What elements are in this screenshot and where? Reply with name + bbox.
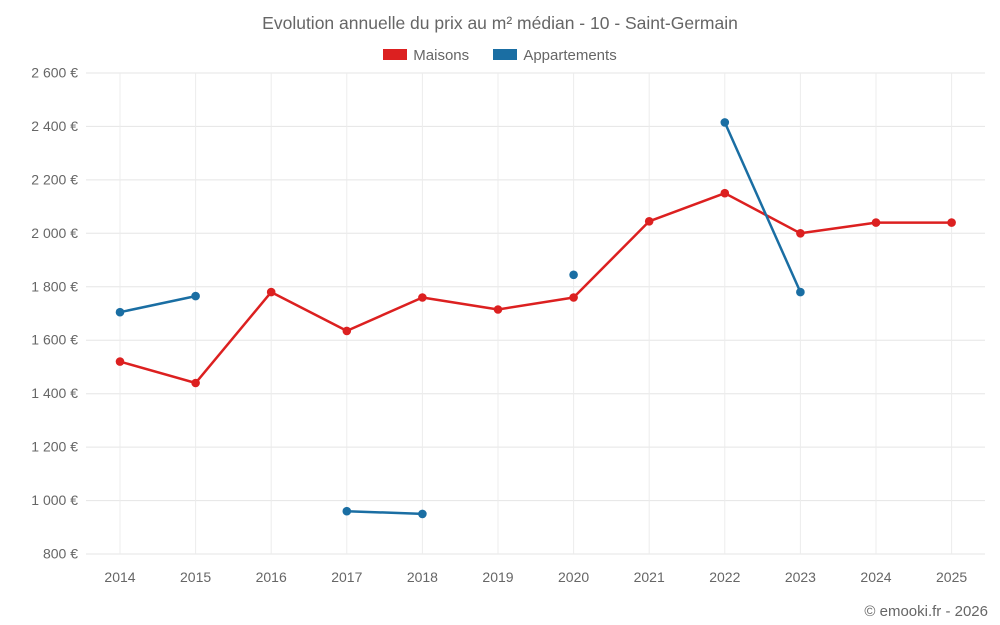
svg-text:2017: 2017: [331, 569, 362, 585]
svg-text:2018: 2018: [407, 569, 438, 585]
svg-text:2 000 €: 2 000 €: [31, 225, 78, 241]
svg-text:800 €: 800 €: [43, 546, 78, 562]
svg-text:2 200 €: 2 200 €: [31, 171, 78, 187]
svg-text:1 000 €: 1 000 €: [31, 492, 78, 508]
svg-text:2023: 2023: [785, 569, 816, 585]
svg-text:2015: 2015: [180, 569, 211, 585]
svg-text:2022: 2022: [709, 569, 740, 585]
svg-text:2025: 2025: [936, 569, 967, 585]
svg-text:2019: 2019: [482, 569, 513, 585]
svg-text:1 400 €: 1 400 €: [31, 385, 78, 401]
svg-text:2021: 2021: [634, 569, 665, 585]
svg-text:2020: 2020: [558, 569, 589, 585]
svg-text:2016: 2016: [256, 569, 287, 585]
svg-text:1 200 €: 1 200 €: [31, 439, 78, 455]
svg-text:1 600 €: 1 600 €: [31, 332, 78, 348]
svg-text:2014: 2014: [104, 569, 135, 585]
svg-text:2 600 €: 2 600 €: [31, 65, 78, 81]
svg-text:2 400 €: 2 400 €: [31, 118, 78, 134]
svg-text:2024: 2024: [860, 569, 891, 585]
svg-text:1 800 €: 1 800 €: [31, 278, 78, 294]
